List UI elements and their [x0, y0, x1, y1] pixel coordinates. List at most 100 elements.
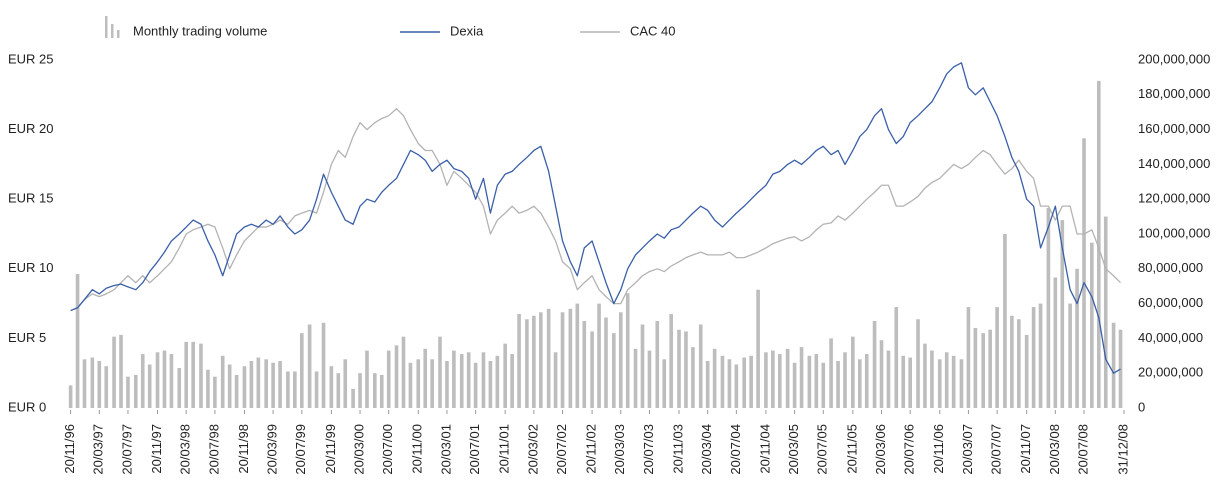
legend-swatch	[117, 30, 120, 38]
volume-bar	[452, 350, 456, 408]
volume-bar	[372, 373, 377, 408]
volume-bar	[199, 343, 203, 408]
x-tick-label: 20/03/00	[351, 424, 366, 475]
volume-bar	[908, 357, 913, 408]
volume-bar	[112, 336, 116, 408]
volume-bar	[220, 355, 225, 408]
volume-bar	[466, 352, 471, 408]
volume-bar	[771, 350, 775, 408]
volume-bar	[488, 361, 493, 408]
volume-bar	[351, 388, 355, 408]
x-tick-label: 20/07/97	[119, 424, 134, 475]
volume-bar	[1118, 329, 1123, 408]
volume-bar	[242, 366, 247, 408]
volume-bar	[278, 361, 282, 408]
volume-bar	[525, 319, 529, 408]
x-tick-label: 20/11/06	[931, 424, 946, 474]
volume-bar	[423, 348, 428, 408]
x-tick-label: 20/03/02	[525, 424, 540, 475]
volume-bar	[799, 347, 804, 408]
volume-bar	[517, 314, 521, 408]
volume-bar	[937, 359, 942, 408]
volume-bar	[764, 352, 768, 408]
volume-bar	[662, 359, 667, 408]
y2-tick-label: 0	[1138, 399, 1145, 414]
volume-bar	[560, 312, 565, 408]
volume-bar	[249, 361, 254, 408]
volume-bar	[126, 376, 130, 408]
volume-bar	[597, 303, 601, 408]
legend-swatch	[105, 16, 108, 38]
volume-bar	[1024, 334, 1029, 408]
volume-bar	[438, 336, 442, 408]
volume-bar	[169, 354, 174, 408]
y2-tick-label: 40,000,000	[1138, 330, 1203, 345]
y2-tick-label: 60,000,000	[1138, 295, 1203, 310]
x-tick-label: 20/11/07	[1018, 424, 1033, 474]
volume-bar	[358, 373, 362, 408]
volume-bar	[879, 340, 884, 408]
volume-bar	[495, 355, 500, 408]
y2-tick-label: 140,000,000	[1138, 156, 1210, 171]
volume-bar	[1082, 138, 1086, 409]
y-tick-label: EUR 10	[8, 260, 54, 275]
volume-bar	[778, 354, 782, 408]
volume-bar	[1060, 220, 1065, 408]
volume-bar	[734, 364, 739, 408]
volume-bar	[1075, 268, 1079, 408]
volume-bar	[379, 374, 384, 408]
volume-bar	[177, 367, 182, 408]
volume-bar	[408, 362, 413, 408]
volume-bar	[321, 322, 326, 408]
x-tick-label: 20/07/00	[380, 424, 395, 475]
x-tick-label: 20/07/01	[467, 424, 482, 475]
volume-bar	[705, 361, 710, 408]
volume-bar	[286, 371, 290, 408]
x-tick-label: 20/11/03	[670, 424, 685, 474]
x-tick-label: 20/11/98	[236, 424, 251, 474]
volume-bar	[712, 348, 717, 408]
volume-bar	[256, 357, 261, 408]
volume-bar	[386, 350, 391, 408]
volume-bar	[162, 350, 167, 408]
x-tick-label: 20/07/07	[989, 424, 1004, 475]
volume-bar	[430, 359, 434, 408]
volume-bar	[155, 352, 160, 408]
volume-bar	[264, 359, 268, 408]
volume-bar	[916, 319, 920, 408]
volume-bar	[473, 362, 478, 408]
volume-bar	[293, 371, 297, 408]
volume-bar	[1046, 207, 1051, 408]
x-tick-label: 20/11/99	[323, 424, 338, 474]
volume-bar	[97, 361, 102, 408]
volume-bar	[742, 357, 746, 408]
volume-bar	[1038, 303, 1043, 408]
volume-bar	[843, 352, 847, 408]
volume-bar	[684, 331, 688, 408]
volume-bar	[814, 354, 819, 408]
volume-bar	[821, 362, 826, 408]
x-tick-label: 20/03/01	[438, 424, 453, 475]
y-tick-label: EUR 0	[8, 399, 46, 414]
volume-bar	[75, 274, 80, 408]
volume-bar	[104, 366, 109, 408]
volume-bar	[503, 343, 507, 408]
volume-bar	[1096, 80, 1101, 408]
y-tick-label: EUR 15	[8, 191, 54, 206]
volume-bar	[1003, 234, 1007, 408]
volume-bar	[532, 315, 536, 408]
y2-tick-label: 120,000,000	[1138, 191, 1210, 206]
volume-bar	[669, 314, 673, 408]
volume-bar	[568, 308, 573, 408]
y2-tick-label: 200,000,000	[1138, 51, 1210, 66]
volume-bar	[604, 317, 608, 408]
y-tick-label: EUR 25	[8, 51, 54, 66]
x-tick-label: 20/11/96	[62, 424, 77, 474]
x-tick-label: 20/07/08	[1075, 424, 1090, 475]
x-tick-label: 20/07/03	[641, 424, 656, 475]
legend-label: Dexia	[450, 23, 484, 38]
volume-bar	[68, 385, 73, 408]
volume-bar	[785, 348, 790, 408]
volume-bar	[894, 307, 899, 408]
x-tick-label: 20/03/06	[873, 424, 888, 475]
